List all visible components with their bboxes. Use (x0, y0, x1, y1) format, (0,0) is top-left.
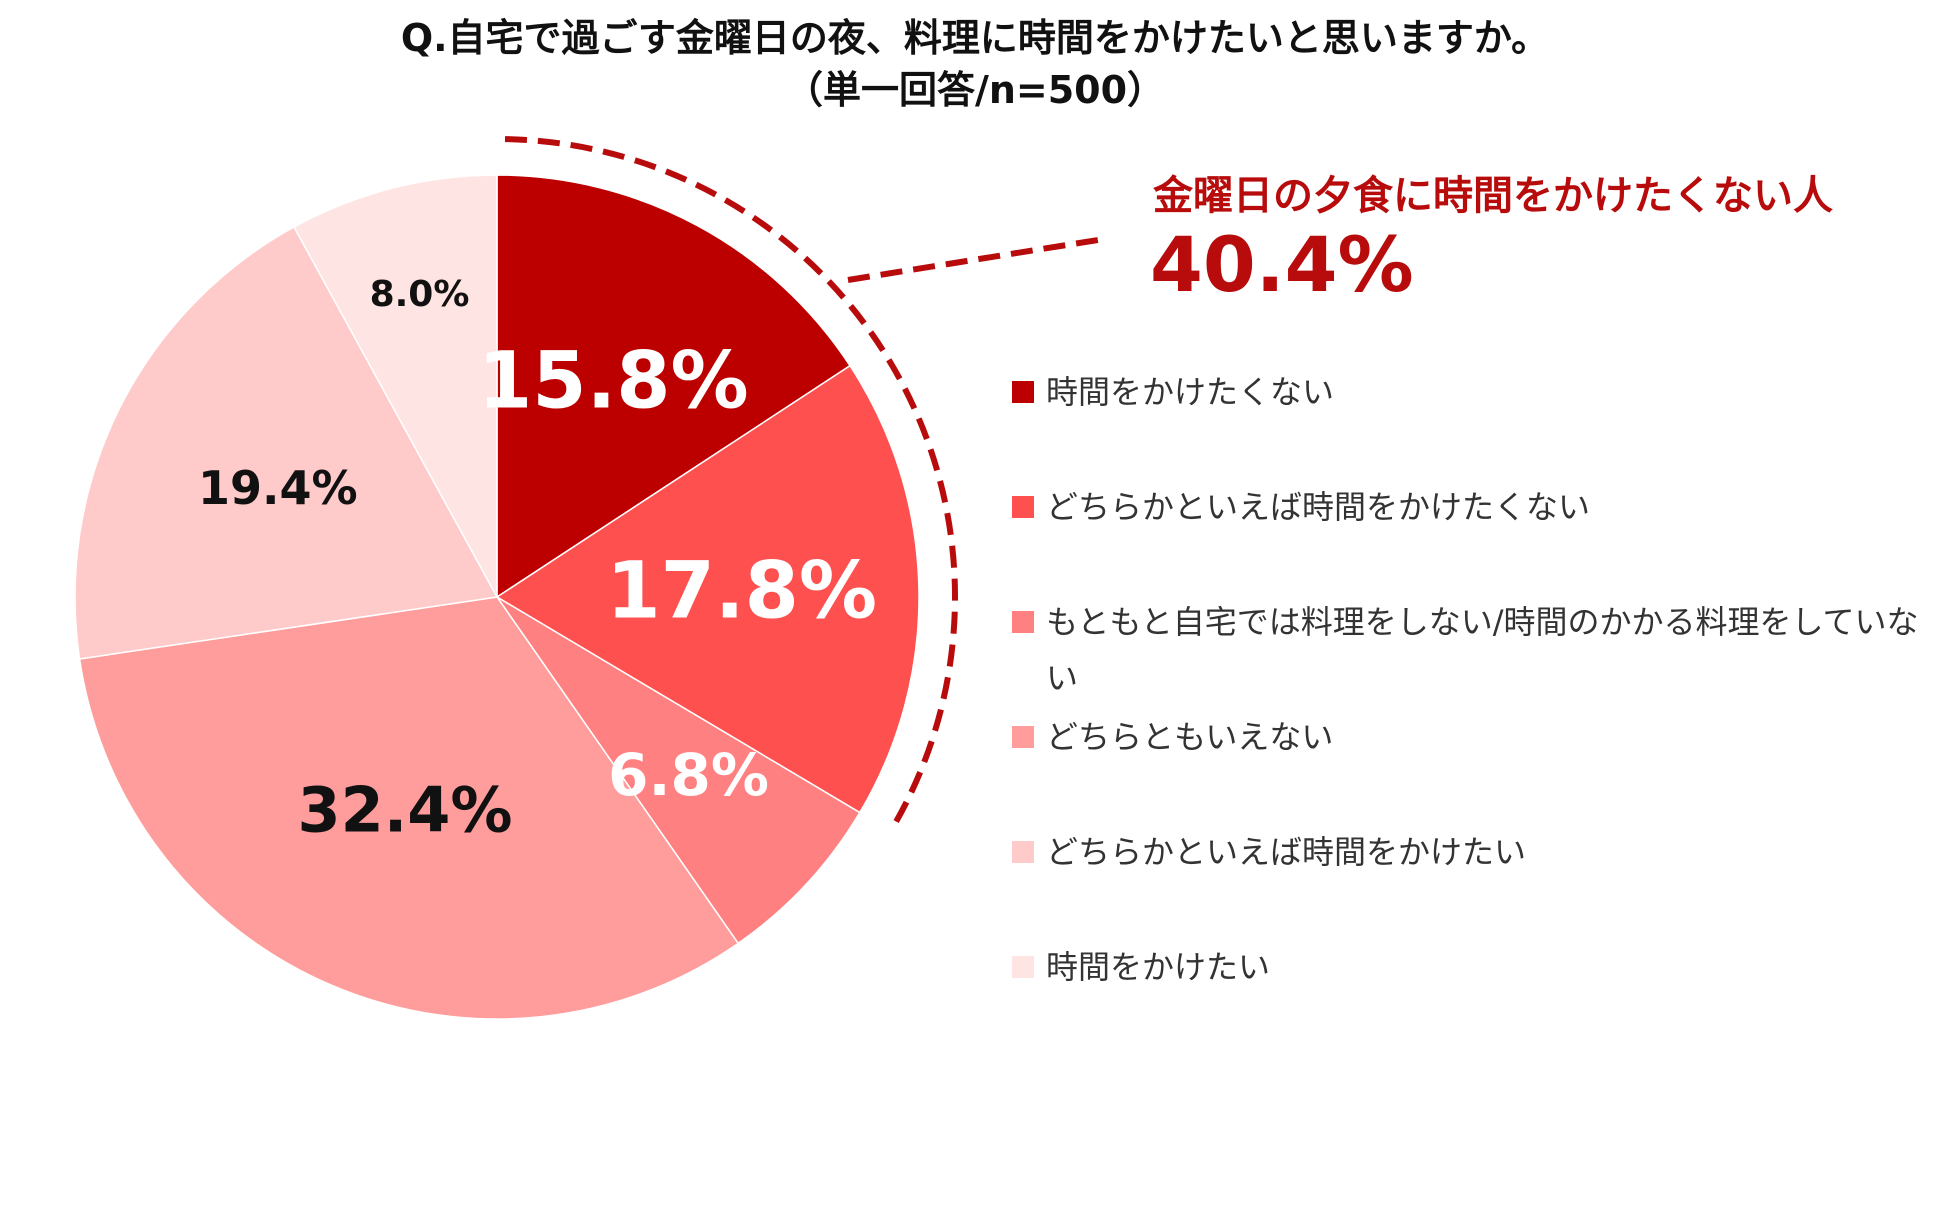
chart-subtitle: （単一回答/n=500） (784, 68, 1166, 112)
legend-item: どちらかといえば時間をかけたい (1010, 824, 1945, 939)
slice-rather-want-time (74, 225, 499, 660)
legend-label: どちらかといえば時間をかけたくない (1046, 488, 1591, 526)
slice-not-want-time (496, 174, 852, 599)
value-label-5: 8.0% (370, 274, 470, 315)
callout-label: 金曜日の夕食に時間をかけたくない人 (1153, 173, 1833, 219)
legend-item: どちらともいえない (1010, 709, 1945, 824)
callout-value: 40.4% (1150, 220, 1414, 309)
pie-value-labels: 15.8% 17.8% 6.8% 32.4% 19.4% 8.0% (198, 274, 877, 847)
legend-item: 時間をかけたくない (1010, 364, 1945, 479)
legend-label: もともと自宅では料理をしない/時間のかかる料理をしていない (1046, 603, 1919, 697)
legend-label: どちらかといえば時間をかけたい (1046, 833, 1527, 871)
legend-swatch (1012, 841, 1034, 863)
pie-slices (74, 174, 920, 1020)
callout-leader-line (847, 237, 1099, 283)
legend-swatch (1012, 611, 1034, 633)
legend-label: 時間をかけたい (1046, 948, 1271, 986)
legend-swatch (1012, 956, 1034, 978)
slice-want-time (293, 174, 498, 598)
value-label-3: 32.4% (297, 774, 512, 847)
legend-item: どちらかといえば時間をかけたくない (1010, 479, 1945, 594)
chart-legend: 時間をかけたくないどちらかといえば時間をかけたくないもともと自宅では料理をしない… (1010, 364, 1945, 1054)
value-label-1: 17.8% (606, 547, 877, 637)
legend-swatch (1012, 726, 1034, 748)
legend-swatch (1012, 381, 1034, 403)
chart-title: Q.自宅で過ごす金曜日の夜、料理に時間をかけたいと思いますか。 （単一回答/n=… (0, 12, 1950, 116)
legend-item: 時間をかけたい (1010, 939, 1945, 1054)
legend-label: 時間をかけたくない (1046, 373, 1335, 411)
slice-neither (78, 596, 740, 1020)
callout-dashed-arc (504, 136, 958, 826)
chart-title-question: Q.自宅で過ごす金曜日の夜、料理に時間をかけたいと思いますか。 (400, 16, 1550, 60)
slice-no-cooking (496, 596, 861, 945)
value-label-2: 6.8% (608, 741, 769, 809)
legend-label: どちらともいえない (1046, 718, 1334, 756)
legend-swatch (1012, 496, 1034, 518)
value-label-0: 15.8% (478, 337, 749, 427)
value-label-4: 19.4% (198, 461, 358, 515)
legend-item: もともと自宅では料理をしない/時間のかかる料理をしていない (1010, 594, 1945, 709)
slice-rather-not-want-time (495, 364, 920, 814)
